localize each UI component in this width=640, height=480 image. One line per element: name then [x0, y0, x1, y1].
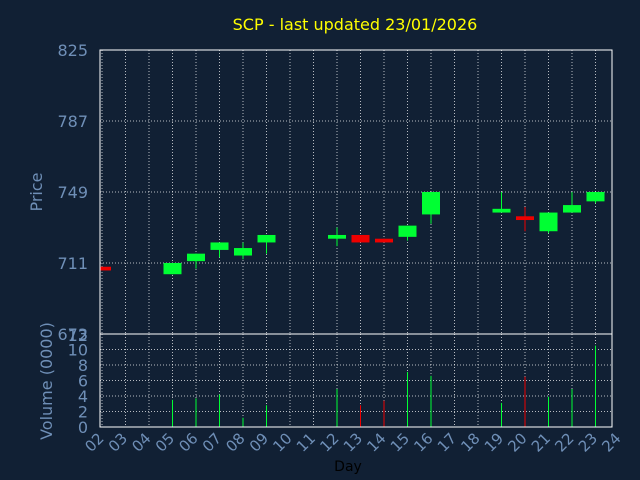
volume-y-tick-label: 8 [78, 356, 88, 375]
volume-frame [99, 333, 613, 428]
price-y-tick-labels: 825 787 749 711 673 [57, 41, 88, 344]
candle [234, 242, 252, 260]
volume-y-tick-label: 6 [78, 372, 88, 391]
candle-body [163, 263, 182, 275]
volume-y-tick-label: 10 [68, 341, 88, 360]
x-tick-label: 10 [269, 429, 295, 455]
volume-y-tick-label: 2 [78, 403, 88, 422]
candle-body [257, 234, 276, 243]
candle-body [351, 234, 370, 243]
candle-body [375, 238, 393, 243]
volume-y-tick-label: 0 [78, 418, 88, 437]
candle [398, 225, 417, 241]
price-y-tick-label: 673 [57, 325, 88, 344]
candle-body [539, 212, 558, 232]
x-tick-label: 20 [504, 429, 530, 455]
x-tick-label: 12 [316, 429, 342, 455]
price-y-tick-label: 825 [57, 41, 88, 60]
candle [100, 266, 111, 271]
x-tick-label: 22 [551, 429, 577, 455]
price-y-tick-label: 787 [57, 112, 88, 131]
price-y-tick-label: 711 [57, 254, 88, 273]
x-axis-label: Day [334, 459, 362, 475]
candle-body [516, 216, 534, 221]
candle [516, 206, 534, 232]
candle [351, 234, 370, 243]
volume-bars [172, 345, 596, 427]
volume-y-tick-label: 4 [78, 387, 88, 406]
x-tick-label: 11 [293, 429, 319, 455]
candle [163, 263, 182, 275]
candle-body [328, 234, 346, 239]
candle-body [563, 205, 581, 213]
x-tick-label: 15 [387, 429, 413, 455]
x-tick-label: 09 [246, 429, 272, 455]
volume-y-tick-label: 12 [68, 326, 88, 345]
candles [100, 192, 605, 275]
price-grid [100, 50, 612, 334]
candle-body [398, 225, 417, 237]
x-tick-label: 24 [598, 429, 624, 455]
x-tick-label: 05 [152, 429, 178, 455]
x-tick-label: 06 [175, 429, 201, 455]
candle-body [187, 253, 205, 262]
x-tick-label: 04 [128, 429, 154, 455]
x-tick-label: 07 [199, 429, 225, 455]
x-tick-labels: 0203040506070809101112131415161718192021… [81, 429, 624, 455]
candle [492, 192, 511, 213]
x-tick-label: 03 [105, 429, 131, 455]
x-tick-label: 19 [481, 429, 507, 455]
candle-body [210, 242, 229, 250]
price-y-tick-label: 749 [57, 183, 88, 202]
x-tick-label: 18 [457, 429, 483, 455]
candle [375, 238, 393, 243]
candle-body [234, 248, 252, 256]
candle-body [586, 192, 605, 202]
x-tick-label: 17 [434, 429, 460, 455]
candle [328, 227, 346, 247]
candle-body [100, 266, 111, 271]
candle [539, 212, 558, 234]
candle [586, 192, 605, 204]
candle-body [492, 208, 511, 213]
x-tick-label: 21 [528, 429, 554, 455]
x-tick-label: 14 [363, 429, 389, 455]
candle [422, 192, 440, 224]
price-axis-label: Price [27, 172, 46, 211]
price-panel: 825 787 749 711 673 Price [27, 41, 613, 344]
candle [187, 253, 205, 269]
candle [257, 234, 276, 254]
chart-title: SCP - last updated 23/01/2026 [233, 15, 478, 34]
volume-grid [100, 334, 612, 427]
x-tick-label: 16 [410, 429, 436, 455]
volume-axis-label: Volume (0000) [37, 322, 56, 440]
x-tick-label: 23 [575, 429, 601, 455]
candle-body [422, 192, 440, 215]
x-tick-label: 08 [222, 429, 248, 455]
candle [210, 242, 229, 258]
x-tick-label: 13 [340, 429, 366, 455]
candle [563, 192, 581, 213]
